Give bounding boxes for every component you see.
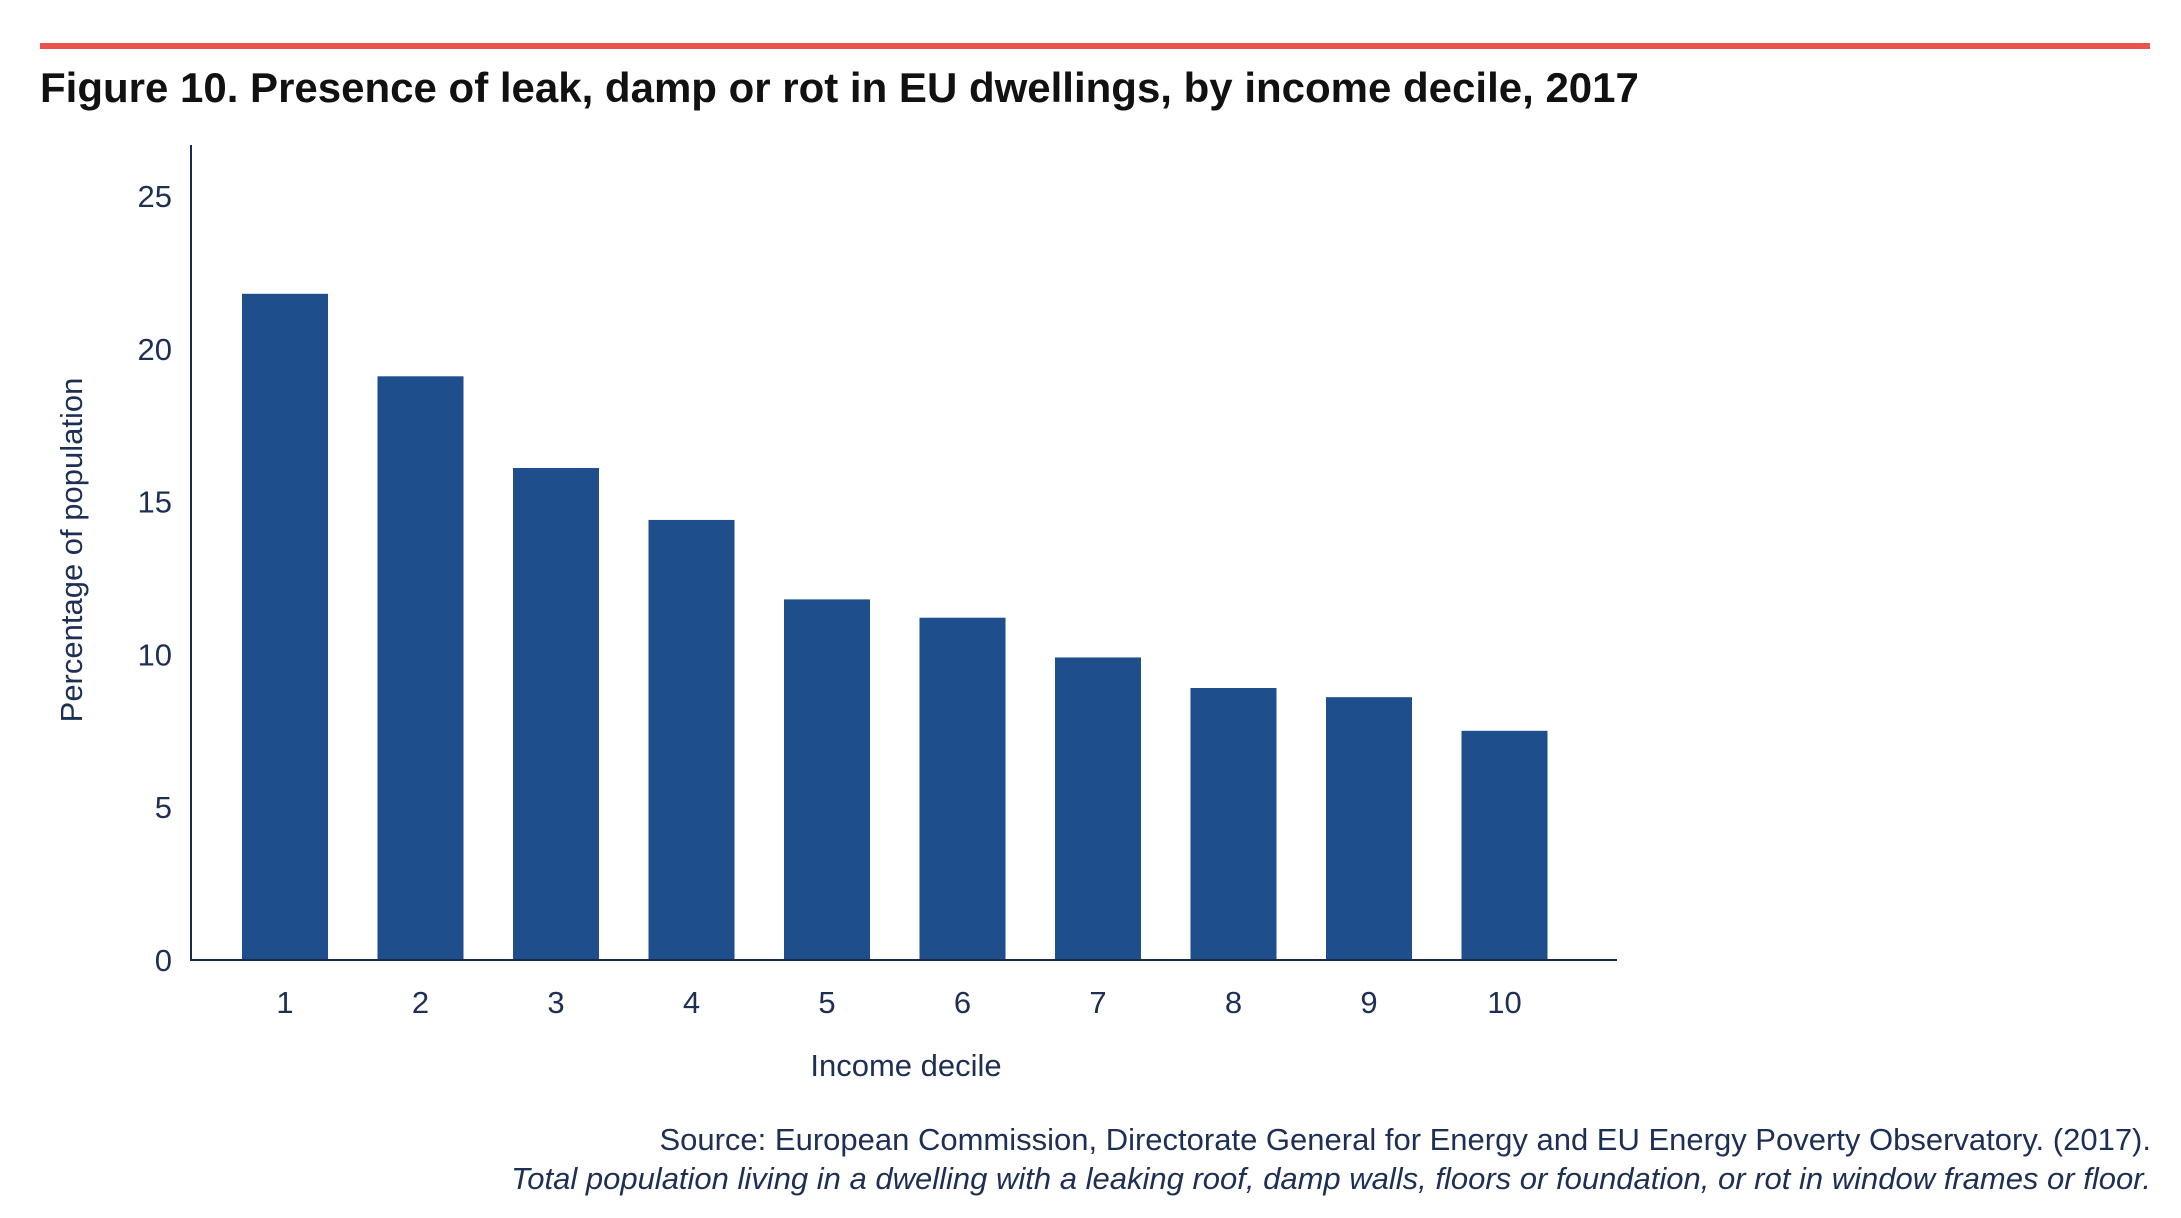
chart-note: Total population living in a dwelling wi… <box>511 1161 2151 1196</box>
source-citation: Source: European Commission, Directorate… <box>659 1122 2151 1157</box>
y-tick-label: 25 <box>138 179 172 214</box>
y-tick-label: 5 <box>155 790 172 825</box>
top-accent-rule <box>40 43 2150 49</box>
y-tick-label: 20 <box>138 332 172 367</box>
x-tick-label: 5 <box>818 985 835 1020</box>
bar-decile-2 <box>377 376 464 961</box>
bar-decile-5 <box>784 599 870 960</box>
bar-decile-7 <box>1055 657 1141 960</box>
figure-title: Figure 10. Presence of leak, damp or rot… <box>40 64 1639 111</box>
x-tick-label: 3 <box>547 985 564 1020</box>
x-tick-label: 8 <box>1225 985 1242 1020</box>
bar-decile-3 <box>513 467 599 960</box>
bar-decile-10 <box>1461 730 1548 960</box>
x-tick-label: 4 <box>683 985 700 1020</box>
x-tick-label: 1 <box>276 985 293 1020</box>
x-tick-label: 6 <box>954 985 971 1020</box>
x-tick-label: 9 <box>1360 985 1377 1020</box>
x-tick-label: 7 <box>1089 985 1106 1020</box>
x-axis-title: Income decile <box>810 1048 1001 1083</box>
y-tick-label: 15 <box>138 485 172 520</box>
y-tick-label: 10 <box>138 637 172 672</box>
bar-decile-1 <box>242 293 328 960</box>
bar-decile-4 <box>648 519 735 960</box>
x-tick-label: 10 <box>1487 985 1521 1020</box>
x-tick-label: 2 <box>412 985 429 1020</box>
bar-decile-9 <box>1326 697 1412 960</box>
bar-decile-8 <box>1190 688 1277 960</box>
y-axis-title: Percentage of population <box>54 378 89 723</box>
y-tick-label: 0 <box>155 943 172 978</box>
bar-decile-6 <box>919 617 1006 960</box>
